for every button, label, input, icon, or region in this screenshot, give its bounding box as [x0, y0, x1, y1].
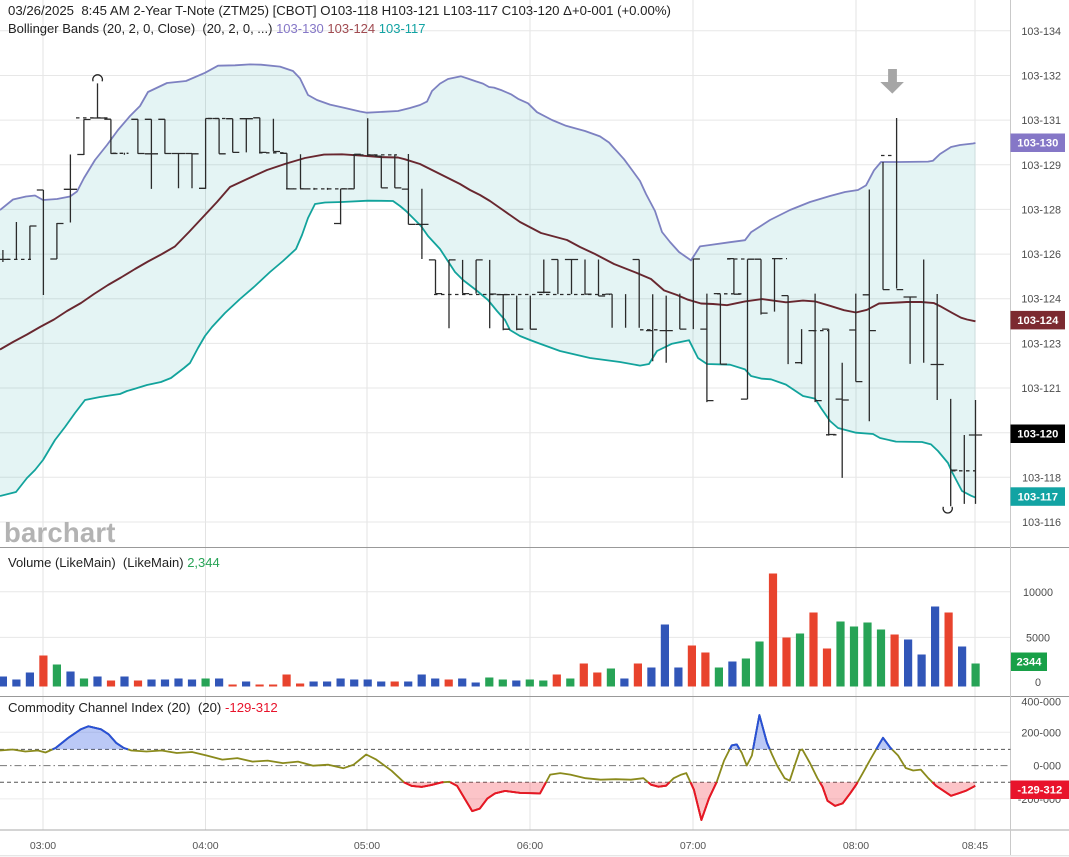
svg-text:03/26/2025 8:45 AM 2-Year T-N: 03/26/2025 8:45 AM 2-Year T-Note (ZTM25)… [8, 3, 671, 18]
svg-text:103-132: 103-132 [1021, 71, 1061, 83]
svg-text:103-121: 103-121 [1021, 383, 1061, 395]
svg-text:05:00: 05:00 [354, 840, 380, 852]
svg-text:03:00: 03:00 [30, 840, 56, 852]
svg-text:103-129: 103-129 [1021, 160, 1061, 172]
svg-text:0: 0 [1035, 677, 1041, 689]
svg-text:04:00: 04:00 [192, 840, 218, 852]
svg-text:Volume (LikeMain) (LikeMain): Volume (LikeMain) (LikeMain) 2,344 [8, 555, 220, 570]
svg-text:5000: 5000 [1026, 632, 1050, 644]
svg-text:Commodity Channel Index (20): Commodity Channel Index (20) (20) -129-3… [8, 700, 278, 715]
svg-text:103-124: 103-124 [1021, 294, 1061, 306]
svg-text:103-126: 103-126 [1021, 249, 1061, 261]
svg-text:400-000: 400-000 [1021, 697, 1061, 709]
svg-text:08:45: 08:45 [962, 840, 988, 852]
svg-text:barchart: barchart [4, 517, 116, 548]
svg-text:06:00: 06:00 [517, 840, 543, 852]
svg-text:07:00: 07:00 [680, 840, 706, 852]
svg-text:103-116: 103-116 [1022, 517, 1061, 529]
svg-text:200-000: 200-000 [1021, 727, 1061, 739]
svg-text:103-124: 103-124 [1017, 315, 1059, 327]
svg-text:103-118: 103-118 [1022, 472, 1061, 484]
svg-text:-129-312: -129-312 [1017, 785, 1062, 797]
svg-text:103-128: 103-128 [1021, 204, 1061, 216]
svg-text:103-123: 103-123 [1021, 338, 1061, 350]
svg-text:08:00: 08:00 [843, 840, 869, 852]
svg-text:103-120: 103-120 [1017, 429, 1058, 441]
svg-text:Bollinger Bands (20, 2, 0, Clo: Bollinger Bands (20, 2, 0, Close) (20, 2… [8, 21, 426, 36]
svg-text:10000: 10000 [1023, 587, 1053, 599]
svg-text:103-117: 103-117 [1018, 491, 1058, 503]
svg-text:2344: 2344 [1017, 657, 1043, 669]
svg-text:0-000: 0-000 [1033, 761, 1061, 773]
svg-text:103-130: 103-130 [1017, 138, 1058, 150]
svg-text:103-134: 103-134 [1021, 26, 1061, 38]
svg-text:103-131: 103-131 [1021, 115, 1061, 127]
